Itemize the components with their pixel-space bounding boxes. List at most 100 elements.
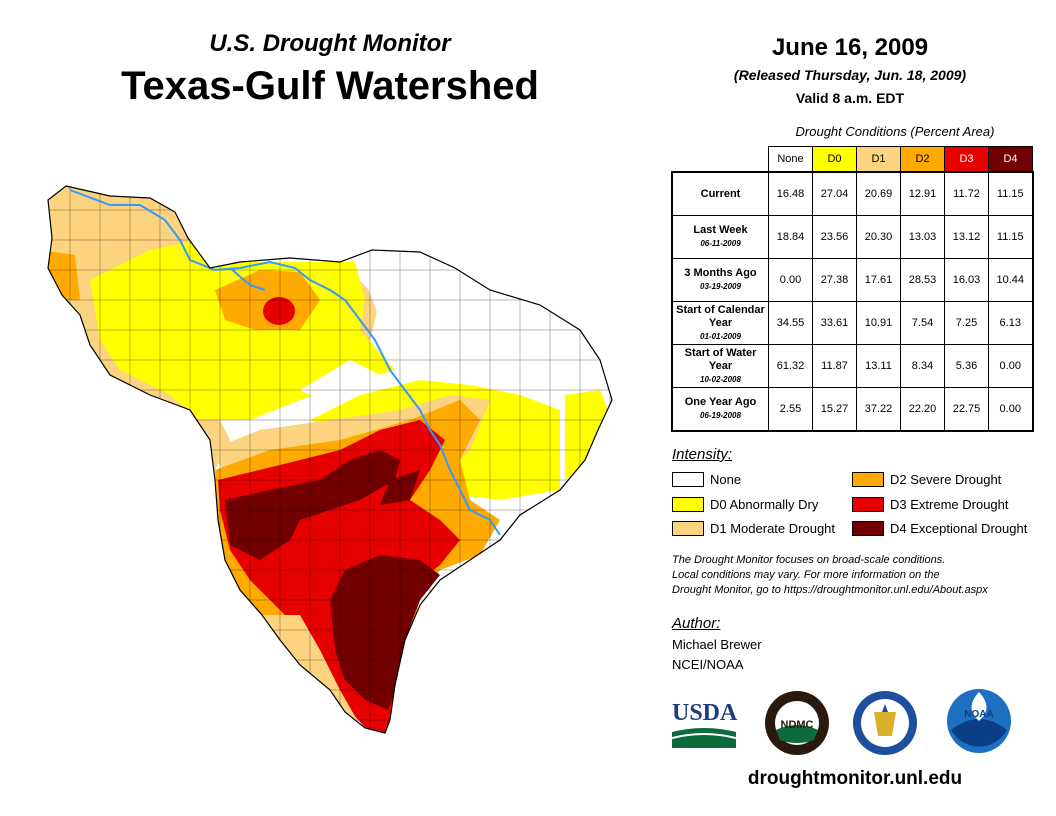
row-sublabel: 06-19-2008	[700, 411, 741, 420]
header-blank	[672, 147, 769, 173]
drought-map	[47, 185, 613, 734]
legend-label-d0: D0 Abnormally Dry	[710, 496, 819, 512]
table-cell: 2.55	[768, 387, 813, 432]
legend-item-d0: D0 Abnormally Dry	[672, 495, 818, 513]
usda-logo-text: USDA	[672, 700, 738, 726]
table-cell: 0.00	[988, 387, 1034, 432]
row-label: One Year Ago 06-19-2008	[671, 387, 769, 432]
noaa-logo-text: NOAA	[964, 709, 993, 720]
ndmc-logo-text: NDMC	[781, 719, 814, 731]
table-cell: 22.75	[944, 387, 989, 432]
legend-item-d2: D2 Severe Drought	[852, 470, 1001, 488]
col-d2: D2	[900, 146, 945, 173]
usda-logo: USDA	[671, 700, 738, 748]
row-label: Current	[671, 171, 769, 216]
legend-label-d1: D1 Moderate Drought	[710, 520, 836, 536]
row-label-text: Start of Calendar Year	[676, 303, 765, 329]
row-label: Start of Water Year 10-02-2008	[671, 344, 769, 388]
table-cell: 20.30	[856, 215, 901, 259]
table-cell: 16.03	[944, 258, 989, 302]
table-cell: 0.00	[988, 344, 1034, 388]
d4-core-region	[225, 450, 400, 560]
table-cell: 13.12	[944, 215, 989, 259]
row-label: 3 Months Ago 03-19-2009	[671, 258, 769, 302]
valid-time: Valid 8 a.m. EDT	[795, 90, 905, 106]
table-cell: 5.36	[944, 344, 989, 388]
row-label-text: Start of Water Year	[684, 346, 757, 372]
table-cell: 11.15	[988, 171, 1034, 216]
col-d4: D4	[988, 146, 1033, 173]
table-row: Current 16.48 27.04 20.69 12.91 11.72 11.15	[671, 171, 1034, 216]
table-row: 3 Months Ago 03-19-2009 0.00 27.38 17.61 28.5…	[671, 258, 1034, 302]
table-row: Start of Calendar Year 01-01-2009 34.55 33.…	[671, 301, 1034, 345]
usda-logo-swoosh	[671, 728, 737, 748]
table-header-row: None D0 D1 D2 D3 D4	[672, 146, 1033, 173]
legend-swatch-d1	[672, 520, 704, 536]
row-label-text: Current	[700, 187, 741, 200]
row-sublabel: 03-19-2009	[700, 282, 741, 291]
table-cell: 34.55	[768, 301, 813, 345]
row-label-text: 3 Months Ago	[684, 267, 757, 279]
table-cell: 17.61	[856, 258, 901, 302]
table-cell: 27.04	[812, 171, 857, 216]
row-label-text: One Year Ago	[684, 396, 757, 408]
noaa-logo: NOAA	[947, 689, 1011, 753]
legend-label-d2: D2 Severe Drought	[890, 471, 1002, 487]
table-cell: 13.11	[856, 344, 901, 388]
d0-east-coast	[565, 390, 612, 480]
table-cell: 11.87	[812, 344, 857, 388]
table-cell: 15.27	[812, 387, 857, 432]
legend-label-none: None	[710, 471, 742, 487]
table-cell: 8.34	[900, 344, 945, 388]
col-none: None	[768, 146, 813, 173]
table-row: One Year Ago 06-19-2008 2.55 15.27 37.22 22.2…	[671, 387, 1034, 432]
table-cell: 22.20	[900, 387, 945, 432]
row-label-text: Last Week	[693, 224, 748, 236]
table-cell: 6.13	[988, 301, 1034, 345]
table-cell: 28.53	[900, 258, 945, 302]
table-row: Last Week 06-11-2009 18.84 23.56 20.30 13.03 1…	[671, 215, 1034, 259]
table-cell: 10.44	[988, 258, 1034, 302]
row-sublabel: 06-11-2009	[700, 239, 741, 248]
rivers	[69, 189, 501, 536]
table-caption: Drought Conditions (Percent Area)	[795, 124, 995, 139]
d3-north-patch	[263, 297, 295, 325]
legend-swatch-none	[672, 471, 704, 487]
table-cell: 11.15	[988, 215, 1034, 259]
legend-item-d4: D4 Exceptional Drought	[852, 519, 1027, 537]
legend-label-d4: D4 Exceptional Drought	[890, 520, 1028, 536]
legend-swatch-d0	[672, 496, 704, 512]
map-date: June 16, 2009	[771, 34, 929, 61]
table-cell: 13.03	[900, 215, 945, 259]
disclaimer-note: The Drought Monitor focuses on broad-sca…	[672, 553, 1042, 598]
legend-swatch-d4	[852, 520, 884, 536]
table-cell: 0.00	[768, 258, 813, 302]
legend-label-d3: D3 Extreme Drought	[890, 496, 1009, 512]
table-row: Start of Water Year 10-02-2008 61.32 11.87 1…	[671, 344, 1034, 388]
note-line-3: Drought Monitor, go to https://droughtmo…	[672, 584, 988, 596]
row-label: Last Week 06-11-2009	[671, 215, 769, 259]
legend-title: Intensity:	[672, 446, 733, 463]
website-link[interactable]: droughtmonitor.unl.edu	[747, 768, 963, 789]
author-org: NCEI/NOAA	[672, 657, 744, 672]
table-cell: 18.84	[768, 215, 813, 259]
legend-item-none: None	[672, 470, 741, 488]
col-d1: D1	[856, 146, 901, 173]
legend-swatch-d2	[852, 471, 884, 487]
table-cell: 27.38	[812, 258, 857, 302]
table-cell: 12.91	[900, 171, 945, 216]
note-line-2: Local conditions may vary. For more info…	[672, 569, 940, 581]
row-sublabel: 10-02-2008	[700, 374, 741, 384]
legend-item-d3: D3 Extreme Drought	[852, 495, 1009, 513]
row-sublabel: 01-01-2009	[700, 331, 741, 341]
note-line-1: The Drought Monitor focuses on broad-sca…	[672, 554, 946, 566]
map-subtitle: U.S. Drought Monitor	[209, 30, 451, 57]
table-cell: 61.32	[768, 344, 813, 388]
ndmc-logo: NDMC	[765, 691, 829, 755]
col-d0: D0	[812, 146, 857, 173]
col-d3: D3	[944, 146, 989, 173]
commerce-seal-logo	[853, 691, 917, 755]
release-date: (Released Thursday, Jun. 18, 2009)	[733, 67, 967, 83]
legend-item-d1: D1 Moderate Drought	[672, 519, 835, 537]
author-title: Author:	[672, 615, 721, 632]
